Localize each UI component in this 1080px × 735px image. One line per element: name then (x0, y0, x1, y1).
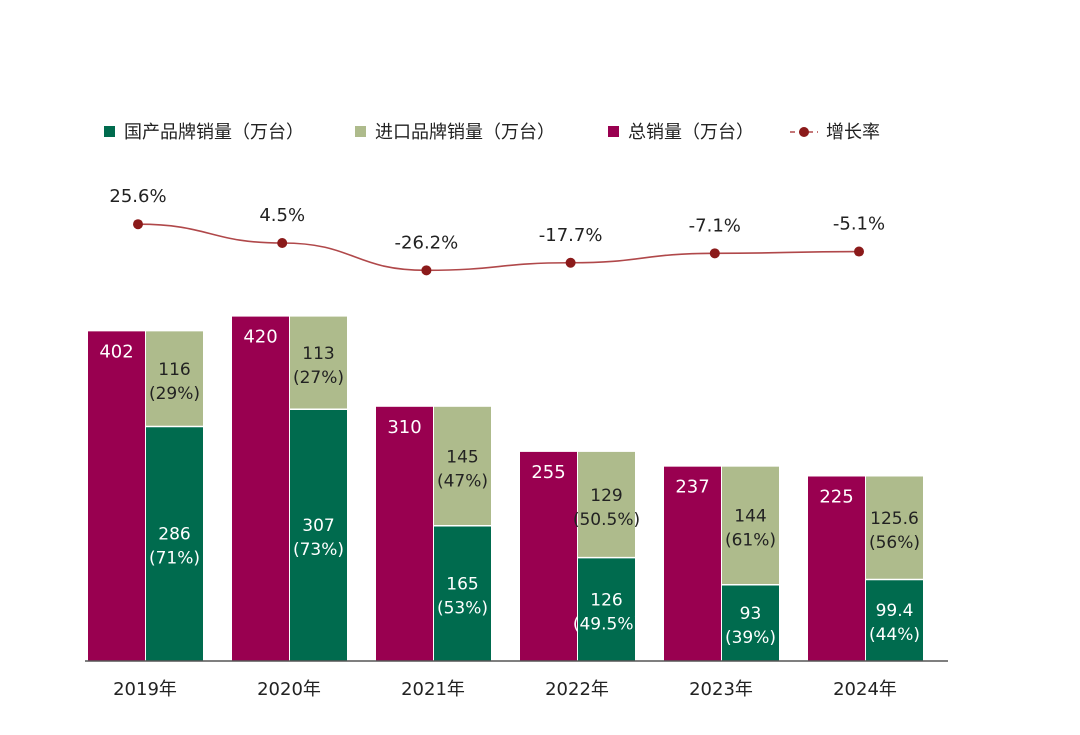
import-bar-5 (866, 476, 923, 580)
import-value-label-0: 116 (158, 360, 190, 380)
domestic-value-label-2: 165 (446, 574, 478, 594)
domestic-bar-1 (290, 409, 347, 661)
x-tick-label-5: 2024年 (833, 679, 897, 700)
domestic-share-label-5: (44%) (869, 625, 920, 645)
import-share-label-2: (47%) (437, 471, 488, 491)
x-tick-label-1: 2020年 (257, 679, 321, 700)
growth-point-3 (565, 257, 576, 268)
growth-point-2 (421, 265, 432, 276)
domestic-bar-3 (578, 557, 635, 661)
domestic-value-label-0: 286 (158, 525, 190, 545)
total-bar-2 (376, 406, 433, 661)
import-bar-2 (434, 406, 491, 526)
growth-point-4 (709, 248, 720, 259)
import-value-label-2: 145 (446, 447, 478, 467)
domestic-bar-2 (434, 525, 491, 661)
domestic-value-label-4: 93 (740, 604, 762, 624)
domestic-value-label-5: 99.4 (876, 601, 914, 621)
total-bar-label-2: 310 (387, 417, 421, 438)
growth-point-5 (854, 246, 864, 257)
import-bar-4 (722, 466, 779, 585)
total-bar-label-3: 255 (531, 462, 565, 483)
legend-label-2: 总销量（万台） (628, 122, 754, 143)
legend-marker-3 (799, 127, 809, 137)
growth-point-1 (277, 237, 288, 248)
import-share-label-5: (56%) (869, 533, 920, 553)
import-value-label-3: 129 (590, 486, 622, 506)
import-bar-1 (290, 316, 347, 410)
growth-point-0 (133, 219, 143, 230)
import-share-label-4: (61%) (725, 531, 776, 551)
legend-label-3: 增长率 (826, 122, 880, 143)
total-bar-3 (520, 451, 577, 661)
domestic-bar-5 (866, 579, 923, 661)
growth-label-2: -26.2% (395, 232, 459, 253)
import-value-label-5: 125.6 (870, 509, 919, 529)
domestic-share-label-3: (49.5%) (573, 614, 640, 634)
growth-rate-path (137, 223, 860, 272)
import-share-label-1: (27%) (293, 368, 344, 388)
growth-label-5: -5.1% (833, 214, 885, 235)
domestic-share-label-2: (53%) (437, 598, 488, 618)
import-bar-3 (578, 451, 635, 558)
total-bar-label-1: 420 (243, 327, 277, 348)
x-tick-label-0: 2019年 (113, 679, 177, 700)
growth-label-0: 25.6% (109, 186, 166, 207)
total-bar-1 (232, 316, 289, 661)
legend-swatch-1 (355, 126, 366, 137)
x-tick-label-4: 2023年 (689, 679, 753, 700)
growth-rate-line: 25.6% 4.5% -26.2% -17.7% -7.1% -5.1% (109, 186, 885, 276)
legend: 国产品牌销量（万台） 进口品牌销量（万台） 总销量（万台） 增长率 (104, 122, 880, 143)
growth-label-1: 4.5% (259, 205, 305, 226)
import-value-label-4: 144 (734, 507, 766, 527)
legend-label-1: 进口品牌销量（万台） (375, 122, 555, 143)
legend-swatch-0 (104, 126, 115, 137)
x-tick-label-3: 2022年 (545, 679, 609, 700)
bars: 402 286 (71%) 116 (29%) 420 307 (73%) 113 (27%) 31… (88, 316, 923, 661)
total-bar-label-4: 237 (675, 477, 709, 498)
domestic-bar-0 (146, 426, 203, 661)
import-share-label-0: (29%) (149, 384, 200, 404)
legend-label-0: 国产品牌销量（万台） (124, 122, 304, 143)
domestic-share-label-4: (39%) (725, 628, 776, 648)
import-value-label-1: 113 (302, 344, 334, 364)
x-tick-label-2: 2021年 (401, 679, 465, 700)
import-bar-0 (146, 331, 203, 427)
total-bar-5 (808, 476, 865, 661)
growth-label-3: -17.7% (539, 225, 603, 246)
domestic-value-label-3: 126 (590, 590, 622, 610)
domestic-value-label-1: 307 (302, 516, 334, 536)
domestic-share-label-0: (71%) (149, 549, 200, 569)
domestic-share-label-1: (73%) (293, 540, 344, 560)
legend-swatch-2 (608, 126, 619, 137)
total-bar-0 (88, 331, 145, 661)
total-bar-label-5: 225 (819, 487, 853, 508)
x-axis-ticks: 2019年 2020年 2021年 2022年 2023年 2024年 (113, 679, 897, 700)
import-share-label-3: (50.5%) (573, 510, 640, 530)
growth-label-4: -7.1% (689, 215, 741, 236)
domestic-bar-4 (722, 584, 779, 661)
total-bar-label-0: 402 (99, 341, 133, 362)
total-bar-4 (664, 466, 721, 661)
